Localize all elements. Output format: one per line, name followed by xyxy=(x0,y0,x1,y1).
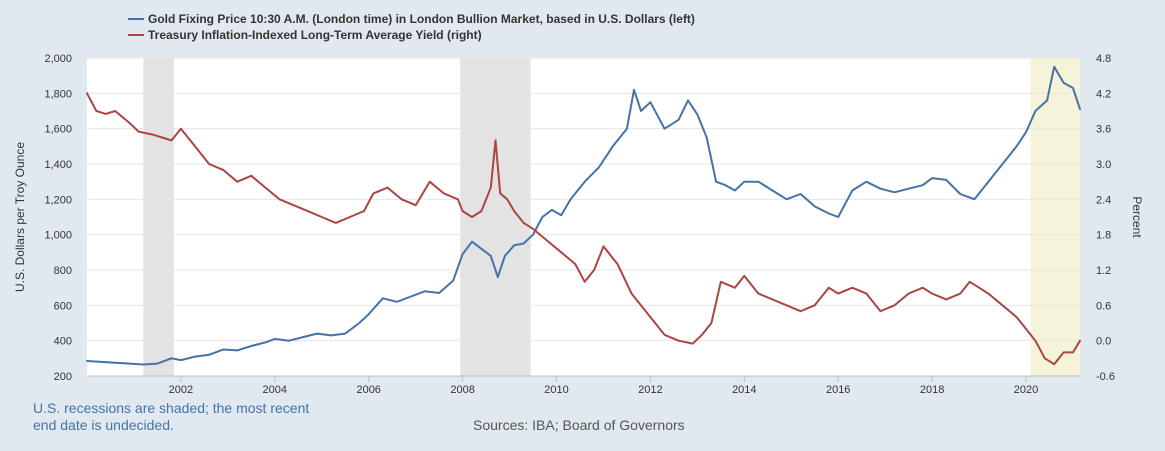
y-right-tick-label: 1.8 xyxy=(1096,230,1111,242)
y-left-tick-label: 600 xyxy=(54,300,72,312)
source-note: Sources: IBA; Board of Governors xyxy=(473,417,685,433)
y-left-tick-label: 1,600 xyxy=(44,124,72,136)
legend[interactable]: Gold Fixing Price 10:30 A.M. (London tim… xyxy=(128,12,695,42)
gridlines xyxy=(87,57,1080,377)
x-tick-label: 2008 xyxy=(450,384,474,396)
series-lines xyxy=(86,65,1081,366)
left-axis-ticks: 200 400 600 800 1,000 1,200 1,400 1,600 1,800 2,0… xyxy=(44,53,72,383)
plot-background xyxy=(87,58,1080,376)
series-line-gold-price xyxy=(86,65,1081,366)
x-tick-label: 2004 xyxy=(263,384,287,396)
y-left-tick-label: 2,000 xyxy=(44,53,72,65)
x-tick-label: 2006 xyxy=(356,384,380,396)
x-tick-label: 2016 xyxy=(826,384,850,396)
y-right-tick-label: 4.8 xyxy=(1096,53,1111,65)
series-line-tips-yield xyxy=(86,92,1081,366)
y-right-tick-label: 0.6 xyxy=(1096,300,1111,312)
x-tick-label: 2002 xyxy=(169,384,193,396)
x-tick-label: 2020 xyxy=(1014,384,1038,396)
x-tick-label: 2014 xyxy=(732,384,756,396)
x-axis-ticks: 2002 2004 2006 2008 2010 2012 2014 2016 2018 2020 xyxy=(87,375,1080,396)
y-right-tick-label: -0.6 xyxy=(1096,371,1115,383)
y-left-tick-label: 400 xyxy=(54,336,72,348)
legend-label-gold[interactable]: Gold Fixing Price 10:30 A.M. (London tim… xyxy=(148,12,695,26)
y-left-axis-title: U.S. Dollars per Troy Ounce xyxy=(13,142,27,292)
y-left-tick-label: 1,200 xyxy=(44,194,72,206)
y-right-tick-label: 3.0 xyxy=(1096,159,1111,171)
y-right-tick-label: 3.6 xyxy=(1096,124,1111,136)
x-tick-label: 2012 xyxy=(638,384,662,396)
y-left-tick-label: 200 xyxy=(54,371,72,383)
recession-footnote: U.S. recessions are shaded; the most rec… xyxy=(33,400,310,433)
y-right-tick-label: 1.2 xyxy=(1096,265,1111,277)
y-right-axis-title: Percent xyxy=(1130,196,1144,238)
y-left-tick-label: 800 xyxy=(54,265,72,277)
x-tick-label: 2010 xyxy=(544,384,568,396)
legend-label-tips[interactable]: Treasury Inflation-Indexed Long-Term Ave… xyxy=(148,28,482,42)
x-tick-label: 2018 xyxy=(920,384,944,396)
y-left-tick-label: 1,400 xyxy=(44,159,72,171)
y-right-tick-label: 0.0 xyxy=(1096,336,1111,348)
recession-band xyxy=(143,58,174,376)
y-left-tick-label: 1,800 xyxy=(44,88,72,100)
recession-band xyxy=(1030,58,1080,376)
right-axis-ticks: -0.6 0.0 0.6 1.2 1.8 2.4 3.0 3.6 4.2 4.8 xyxy=(1096,53,1115,383)
y-left-tick-label: 1,000 xyxy=(44,230,72,242)
y-right-tick-label: 4.2 xyxy=(1096,88,1111,100)
y-right-tick-label: 2.4 xyxy=(1096,194,1111,206)
